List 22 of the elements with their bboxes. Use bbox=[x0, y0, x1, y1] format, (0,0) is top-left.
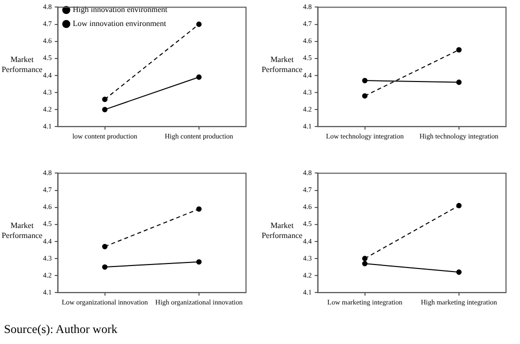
point bbox=[362, 78, 368, 84]
point bbox=[362, 260, 368, 266]
legend-label: Low innovation environment bbox=[72, 19, 167, 28]
point bbox=[102, 264, 108, 270]
y-axis-title: Market Performance bbox=[260, 221, 303, 241]
y-axis-title: Market Performance bbox=[0, 55, 43, 75]
point bbox=[196, 22, 202, 27]
point bbox=[102, 106, 108, 112]
point bbox=[196, 259, 202, 265]
point bbox=[102, 244, 108, 250]
y-axis-title: Market Performance bbox=[260, 55, 303, 75]
point bbox=[196, 206, 202, 212]
source-note: Source(s): Author work bbox=[4, 322, 118, 337]
y-axis-title: Market Performance bbox=[0, 221, 43, 241]
point bbox=[102, 96, 108, 102]
point bbox=[362, 93, 368, 99]
point bbox=[456, 202, 462, 208]
point bbox=[456, 47, 462, 53]
point bbox=[456, 80, 462, 85]
point bbox=[196, 74, 202, 80]
point bbox=[456, 269, 462, 275]
point bbox=[362, 256, 368, 262]
